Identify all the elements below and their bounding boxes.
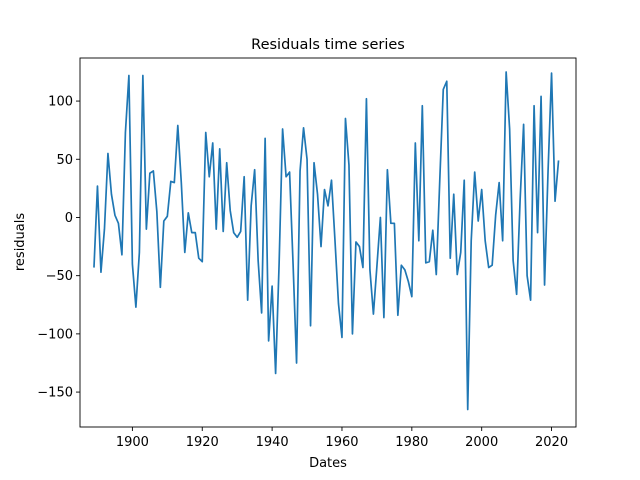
x-tick-label: 1900	[116, 435, 149, 450]
x-tick-label: 2000	[465, 435, 498, 450]
y-tick-label: 100	[48, 95, 73, 110]
y-tick-label: −50	[46, 269, 73, 284]
y-axis-label: residuals	[13, 213, 28, 272]
x-axis: 1900 1920 1940 1960 1980 2000 2020	[116, 427, 568, 450]
y-tick-label: −150	[37, 386, 73, 401]
x-tick-label: 1920	[186, 435, 219, 450]
chart-title: Residuals time series	[251, 37, 405, 53]
x-tick-label: 1960	[325, 435, 358, 450]
x-tick-label: 2020	[535, 435, 568, 450]
y-axis: −150 −100 −50 0 50 100	[37, 95, 80, 401]
residuals-series-line	[93, 71, 560, 411]
axes-frame	[79, 57, 577, 428]
y-tick-label: −100	[37, 327, 73, 342]
y-tick-label: 50	[56, 153, 73, 168]
x-axis-label: Dates	[309, 456, 347, 471]
plot-area	[93, 71, 560, 411]
y-tick-label: 0	[65, 211, 73, 226]
x-tick-label: 1940	[256, 435, 289, 450]
x-tick-label: 1980	[395, 435, 428, 450]
